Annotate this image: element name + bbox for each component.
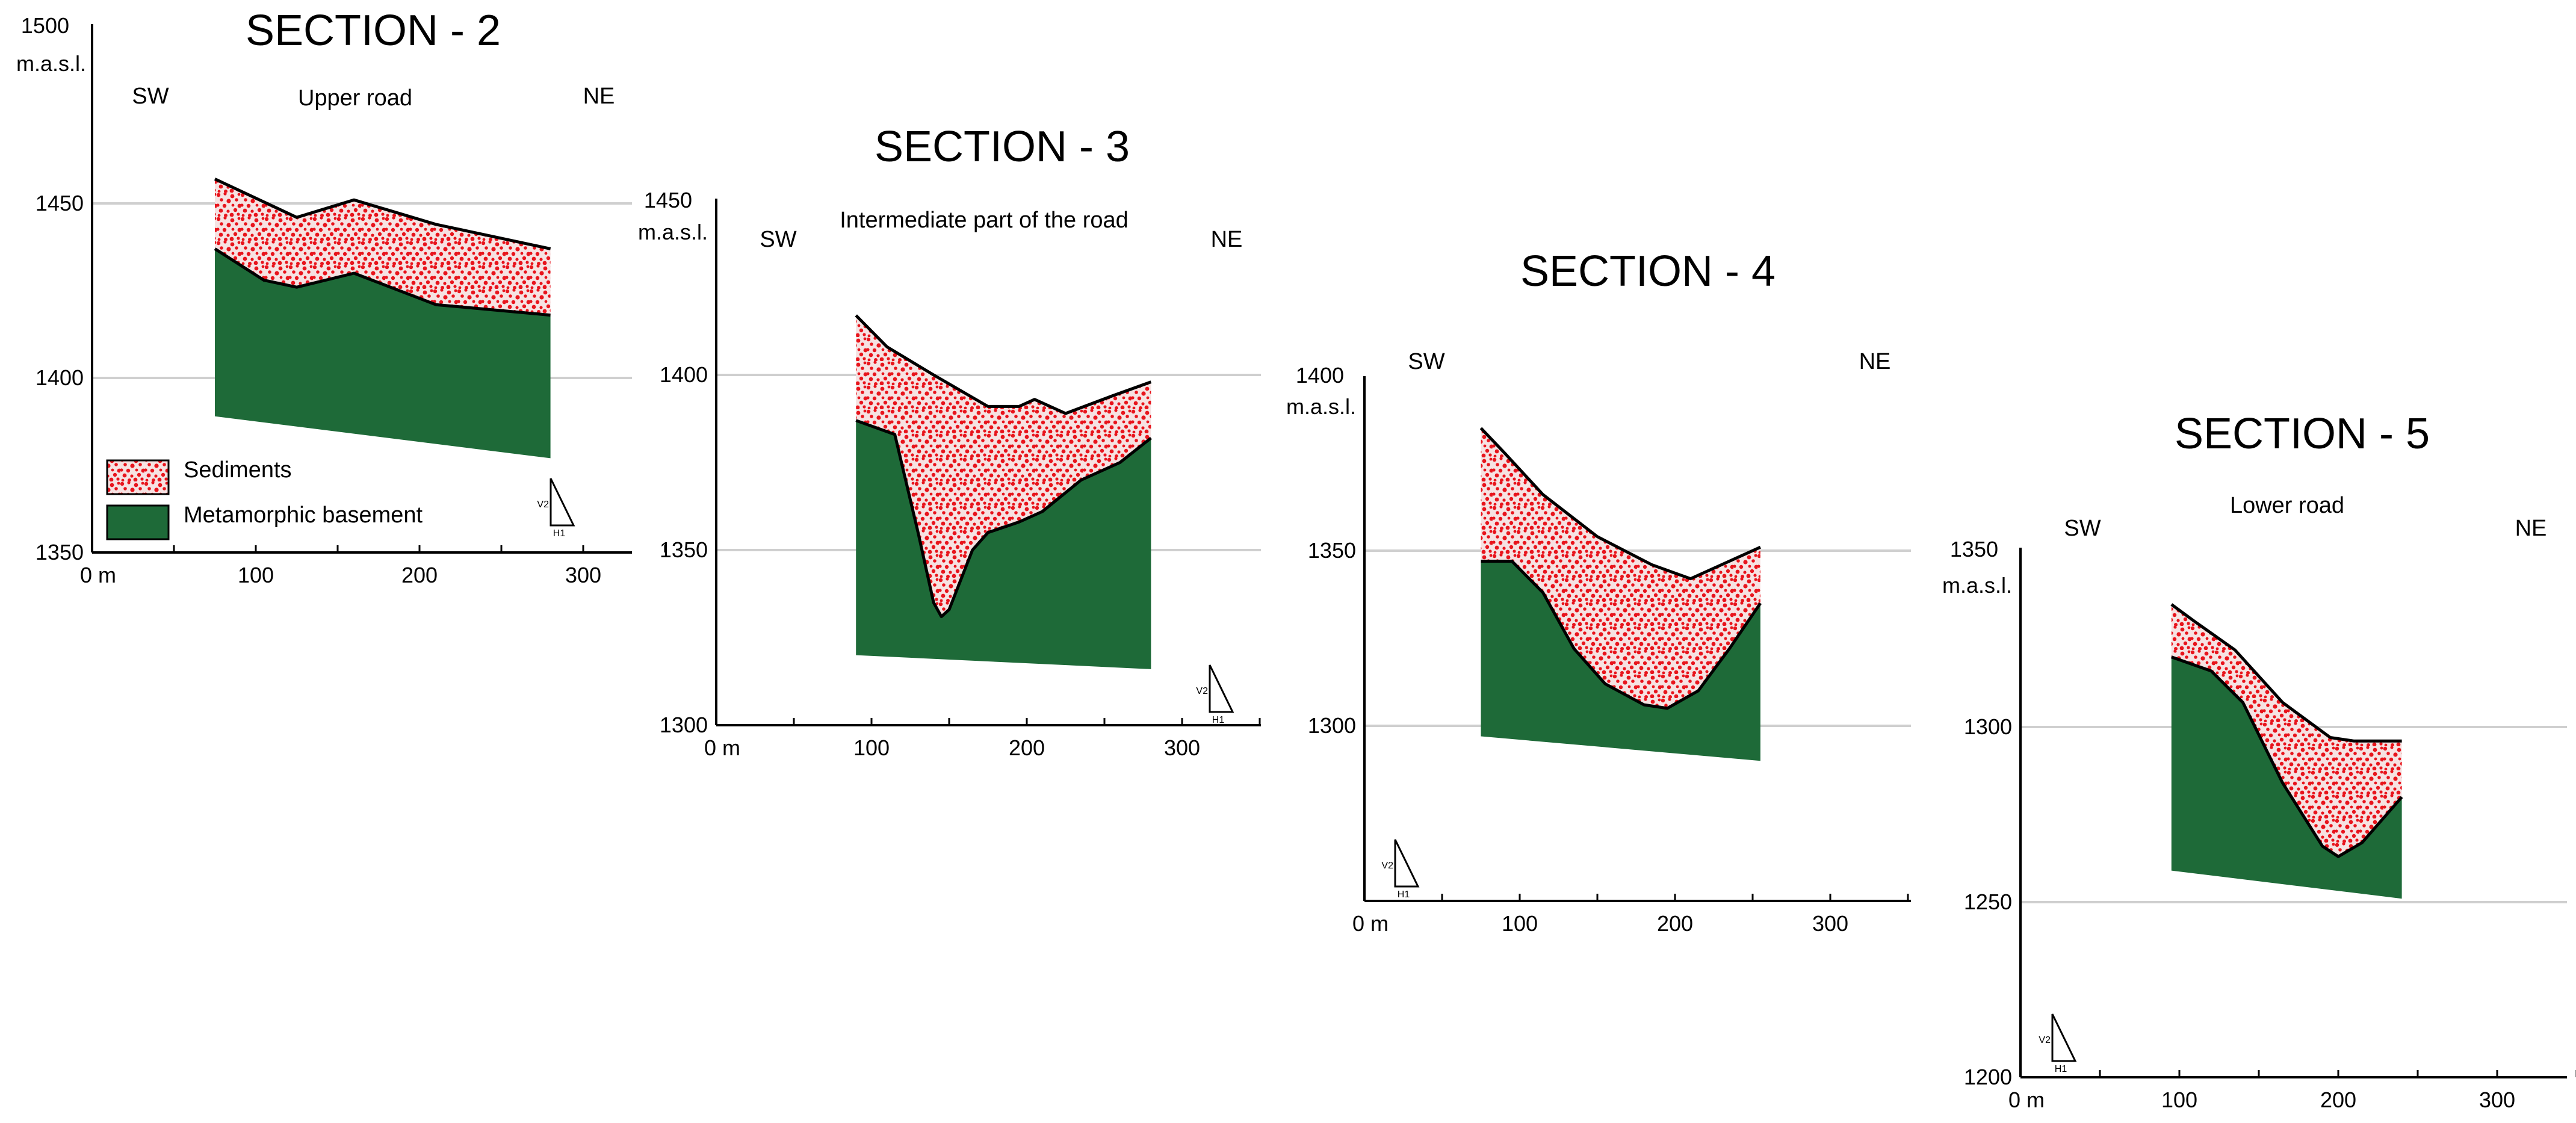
topographic-surface-line — [214, 178, 551, 250]
x-tick-label: 0 m — [80, 563, 116, 587]
x-tick-label: 300 — [1812, 911, 1848, 936]
y-tick-label: 1300 — [1964, 714, 2012, 739]
ne-direction-label: NE — [1859, 349, 1891, 374]
section-subtitle: Intermediate part of the road — [840, 208, 1129, 233]
scale-vertical-label: V2 — [1381, 861, 1393, 871]
section-subtitle: Lower road — [2230, 493, 2344, 518]
section-panel-3: 0 m 100 200 300 1400 1350 1300 1450 m.a.s.l. SECT… — [638, 123, 1261, 760]
scale-vertical-label: V2 — [1196, 686, 1208, 696]
y-top-label: 1400 — [1296, 363, 1344, 388]
basement-layer — [215, 249, 551, 459]
x-tick-label: 100 — [2161, 1087, 2197, 1112]
y-tick-label: 1350 — [660, 537, 708, 562]
y-tick-label: 1350 — [36, 540, 84, 565]
sediments-layer — [1481, 428, 1760, 708]
scale-triangle-icon: V2 H1 — [2039, 1013, 2077, 1074]
scale-horizontal-label: H1 — [2055, 1064, 2067, 1074]
y-top-label: 1350 — [1950, 537, 1998, 562]
topographic-surface-line — [2170, 603, 2402, 743]
legend-swatch-sediments — [106, 459, 170, 495]
y-unit-label: m.a.s.l. — [1942, 573, 2012, 598]
x-tick-label: 300 — [2479, 1087, 2515, 1112]
sediments-layer — [856, 315, 1151, 617]
scale-triangle-icon: V2 H1 — [1196, 664, 1234, 725]
ne-direction-label: NE — [1211, 227, 1243, 252]
legend-label-basement: Metamorphic basement — [184, 503, 423, 528]
sw-direction-label: SW — [132, 84, 169, 109]
legend-label-sediments: Sediments — [184, 457, 292, 483]
basement-contact-line — [2170, 655, 2403, 858]
scale-vertical-label: V2 — [537, 500, 549, 510]
y-top-label: 1450 — [644, 188, 692, 212]
scale-vertical-label: V2 — [2039, 1035, 2051, 1045]
sw-direction-label: SW — [2064, 516, 2101, 541]
section-panel-5: 0 m 100 200 300 1300 1250 1200 1350 m.a.s.l. SECT… — [1942, 410, 2576, 1112]
x-tick-label: 200 — [401, 563, 438, 587]
legend-swatch-basement — [106, 504, 170, 540]
topographic-surface-line — [855, 314, 1152, 415]
sw-direction-label: SW — [1408, 349, 1444, 374]
y-unit-label: m.a.s.l. — [638, 220, 708, 244]
y-tick-label: 1400 — [36, 365, 84, 390]
y-top-label: 1500 — [21, 13, 69, 38]
x-tick-label: 0 m — [2008, 1087, 2045, 1112]
y-tick-label: 1300 — [1308, 713, 1356, 738]
section-title: SECTION - 4 — [1520, 247, 1776, 295]
x-tick-label: 100 — [238, 563, 274, 587]
y-tick-label: 1350 — [1308, 538, 1356, 563]
x-tick-label: 100 — [1502, 911, 1538, 936]
ne-direction-label: NE — [2515, 516, 2547, 541]
x-tick-label: 0 m — [704, 735, 740, 760]
x-tick-label: 200 — [1009, 735, 1045, 760]
x-tick-label: 100 — [853, 735, 890, 760]
sediments-layer — [215, 179, 551, 315]
section-panel-4: 0 m 100 200 300 1350 1300 1400 m.a.s.l. SECTION … — [1286, 247, 1911, 936]
x-tick-label: 300 — [565, 563, 601, 587]
scale-triangle-icon: V2 H1 — [537, 478, 575, 539]
scale-horizontal-label: H1 — [1398, 889, 1410, 900]
y-tick-label: 1400 — [660, 362, 708, 387]
x-tick-label: 0 m — [1352, 911, 1389, 936]
scale-horizontal-label: H1 — [1212, 715, 1225, 725]
x-tick-label: 200 — [1657, 911, 1693, 936]
scale-triangle-icon: V2 H1 — [1381, 839, 1420, 900]
section-title: SECTION - 3 — [875, 123, 1130, 171]
section-panel-2: 0 m 100 200 300 1450 1400 1350 1500 m.a.s.l. SECT… — [16, 7, 666, 587]
basement-layer — [856, 420, 1151, 669]
x-tick-label: 300 — [1164, 735, 1200, 760]
topographic-surface-line — [1479, 427, 1761, 581]
sw-direction-label: SW — [760, 227, 796, 252]
ne-direction-label: NE — [583, 84, 615, 109]
basement-contact-line — [1481, 560, 1762, 710]
y-tick-label: 1200 — [1964, 1065, 2012, 1089]
section-title: SECTION - 2 — [246, 7, 501, 55]
x-tick-label: 200 — [2320, 1087, 2356, 1112]
y-tick-label: 1250 — [1964, 889, 2012, 914]
basement-contact-line — [214, 247, 551, 317]
y-tick-label: 1300 — [660, 713, 708, 737]
section-title: SECTION - 5 — [2175, 410, 2430, 458]
basement-contact-line — [855, 419, 1152, 619]
basement-layer — [2171, 657, 2402, 899]
legend: Sediments Metamorphic basement — [106, 457, 423, 540]
sediments-layer — [2171, 604, 2402, 857]
scale-horizontal-label: H1 — [553, 528, 566, 539]
y-unit-label: m.a.s.l. — [16, 51, 86, 76]
y-tick-label: 1450 — [36, 191, 84, 215]
y-unit-label: m.a.s.l. — [1286, 394, 1356, 419]
basement-layer — [1481, 561, 1760, 761]
section-subtitle: Upper road — [298, 85, 412, 111]
